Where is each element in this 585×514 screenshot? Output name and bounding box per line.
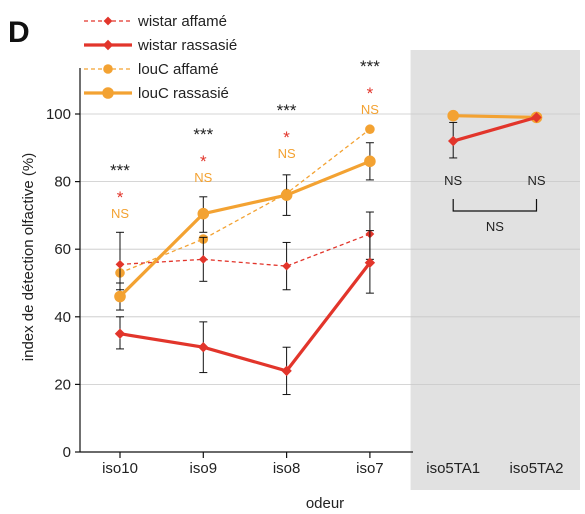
ns-label-iso5TA2: NS: [527, 173, 545, 188]
x-tick-label-iso5TA1: iso5TA1: [426, 460, 480, 477]
panel-label: D: [8, 16, 30, 49]
legend-label-louC-affamé: louC affamé: [138, 61, 219, 78]
x-tick-label-iso7: iso7: [356, 460, 384, 477]
sig-stars-iso10: ***: [110, 161, 130, 180]
marker-louC-rassasié-iso5TA1: [447, 109, 460, 122]
marker-wistar-affamé-iso8: [282, 261, 291, 271]
marker-wistar-rassasié-iso8: [281, 365, 292, 377]
legend-marker-louC-rassasié: [102, 87, 114, 99]
ns-label-iso5TA1: NS: [444, 173, 462, 188]
marker-louC-rassasié-iso9: [197, 207, 210, 220]
marker-wistar-affamé-iso10: [115, 260, 125, 269]
legend-item-wistar-affamé: wistar affamé: [84, 13, 227, 30]
legend-marker-wistar-rassasié: [102, 39, 114, 51]
y-tick-label-80: 80: [54, 174, 71, 191]
x-axis-title: odeur: [306, 495, 344, 512]
sig-ns-iso9: NS: [194, 170, 212, 185]
shaded-region: [410, 50, 580, 490]
legend-item-louC-affamé: louC affamé: [84, 61, 219, 78]
series-louC-rassasié: [114, 109, 543, 311]
marker-wistar-rassasié-iso5TA2: [531, 112, 542, 123]
x-tick-label-iso8: iso8: [273, 460, 301, 477]
series-line-wistar-affamé: [119, 233, 371, 267]
legend-marker-wistar-affamé: [103, 16, 113, 26]
sig-stars-iso8: ***: [277, 101, 297, 120]
sig-stars-iso9: ***: [193, 125, 213, 144]
y-tick-label-0: 0: [63, 444, 71, 461]
series-line-shaded-wistar-rassasié: [452, 115, 537, 143]
y-tick-label-20: 20: [54, 376, 71, 393]
x-tick-label-iso5TA2: iso5TA2: [510, 460, 564, 477]
series-wistar-affamé: [115, 211, 375, 291]
sig-red-star-iso10: *: [117, 188, 124, 207]
marker-wistar-rassasié-iso9: [198, 342, 209, 353]
legend-item-louC-rassasié: louC rassasié: [84, 85, 229, 102]
y-tick-label-100: 100: [46, 106, 71, 123]
series-wistar-rassasié: [114, 112, 542, 396]
marker-louC-affamé-iso7: [365, 124, 375, 135]
marker-wistar-rassasié-iso10: [114, 328, 126, 339]
sig-ns-iso7: NS: [361, 102, 379, 117]
legend-label-wistar-rassasié: wistar rassasié: [137, 37, 237, 54]
marker-louC-rassasié-iso10: [114, 290, 126, 303]
sig-ns-iso8: NS: [278, 146, 296, 161]
sig-red-star-iso7: *: [367, 84, 374, 103]
y-axis-title: index de détection olfactive (%): [20, 153, 37, 361]
marker-wistar-rassasié-iso5TA1: [448, 135, 459, 147]
series-louC-affamé: [115, 124, 375, 278]
marker-wistar-affamé-iso9: [198, 254, 208, 264]
marker-wistar-rassasié-iso7: [364, 257, 376, 268]
legend-label-louC-rassasié: louC rassasié: [138, 85, 229, 102]
marker-louC-rassasié-iso7: [364, 155, 376, 168]
sig-red-star-iso8: *: [283, 128, 290, 147]
ns-bracket-label: NS: [486, 219, 504, 234]
legend-item-wistar-rassasié: wistar rassasié: [84, 37, 237, 54]
series-line-louC-affamé: [119, 128, 371, 274]
legend-marker-louC-affamé: [103, 64, 113, 74]
y-tick-label-60: 60: [54, 241, 71, 258]
marker-louC-rassasié-iso8: [280, 189, 293, 201]
legend-label-wistar-affamé: wistar affamé: [137, 13, 227, 30]
sig-red-star-iso9: *: [200, 152, 207, 171]
sig-stars-iso7: ***: [360, 57, 380, 76]
y-tick-label-40: 40: [54, 309, 71, 326]
ns-bracket: [452, 199, 538, 212]
x-tick-label-iso10: iso10: [102, 460, 138, 477]
series-line-wistar-rassasié: [119, 261, 372, 373]
x-tick-label-iso9: iso9: [190, 460, 218, 477]
sig-ns-iso10: NS: [111, 206, 129, 221]
series-line-shaded-louC-rassasié: [453, 114, 537, 119]
series-line-louC-rassasié: [118, 159, 371, 298]
